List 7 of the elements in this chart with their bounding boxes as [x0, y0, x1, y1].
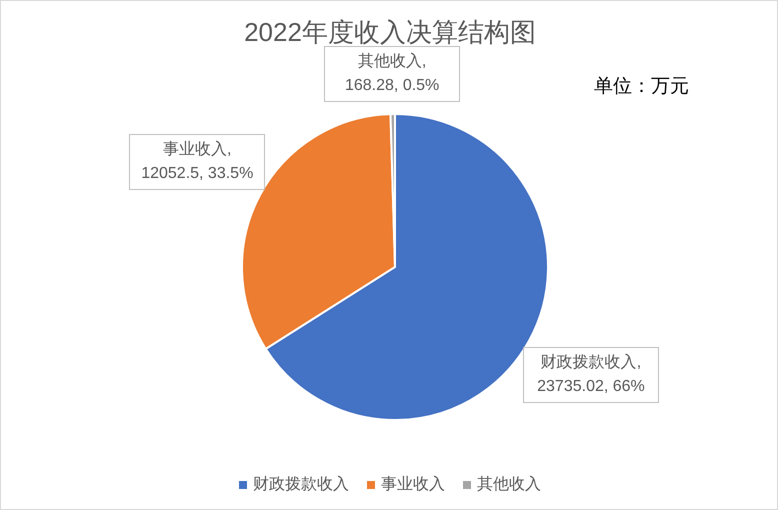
legend-label: 其他收入	[477, 474, 541, 495]
data-label: 事业收入, 12052.5, 33.5%	[129, 134, 266, 190]
data-label: 其他收入, 168.28, 0.5%	[324, 46, 460, 102]
legend-label: 财政拨款收入	[253, 474, 349, 495]
legend-label: 事业收入	[381, 474, 445, 495]
text: 单位：万元	[594, 75, 689, 99]
data-label: 财政拨款收入, 23735.02, 66%	[522, 346, 659, 403]
